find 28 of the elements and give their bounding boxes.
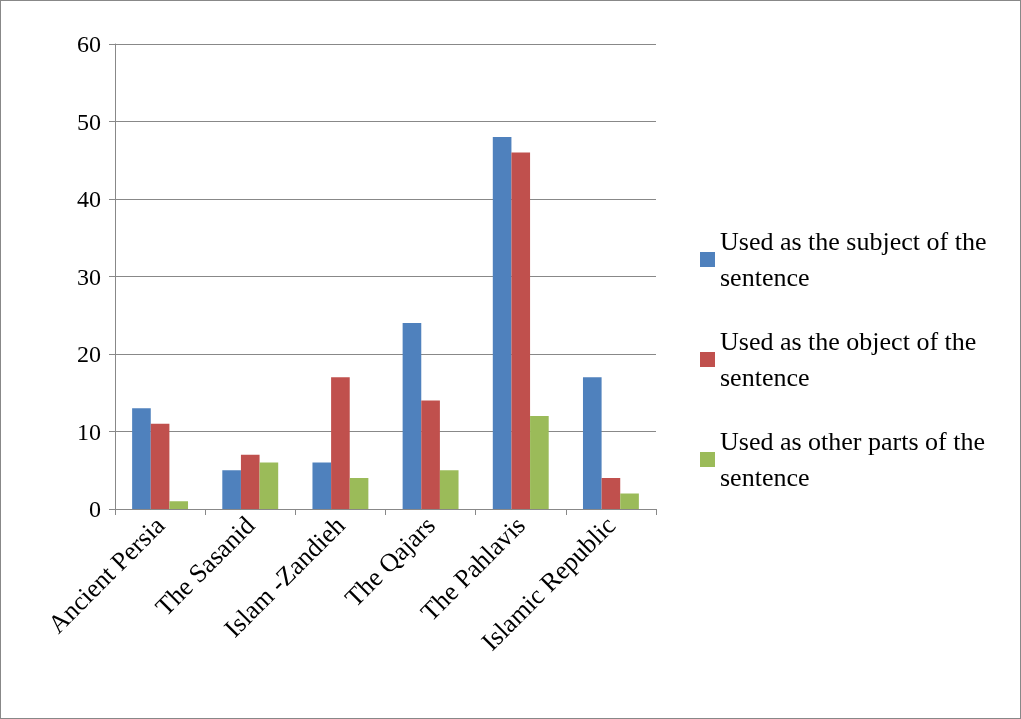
y-tick-label: 50 <box>77 108 101 135</box>
bar <box>582 377 602 509</box>
bar <box>511 152 531 509</box>
y-tick-label: 30 <box>77 263 101 290</box>
bar <box>530 416 549 509</box>
bar <box>439 470 459 509</box>
y-tick-label: 40 <box>77 186 101 212</box>
bar <box>222 470 241 509</box>
bar <box>240 454 260 509</box>
bar <box>150 423 170 509</box>
legend-label: Used as the subject of the sentence <box>720 227 993 292</box>
bar <box>492 137 512 509</box>
y-tick-label: 20 <box>77 341 101 367</box>
bar <box>620 493 639 509</box>
bar <box>331 377 350 509</box>
legend-label: Used as the object of the sentence <box>720 327 983 392</box>
bar <box>132 408 151 509</box>
bar <box>421 400 440 509</box>
bar <box>601 478 621 509</box>
bar <box>169 501 189 509</box>
y-tick-label: 10 <box>77 418 101 445</box>
bar <box>312 462 332 509</box>
y-tick-label: 60 <box>77 31 101 57</box>
y-tick-label: 0 <box>89 496 101 522</box>
bar <box>402 323 422 509</box>
bar <box>349 478 369 509</box>
bar <box>259 462 279 509</box>
legend-label: Used as other parts of the sentence <box>720 427 992 492</box>
